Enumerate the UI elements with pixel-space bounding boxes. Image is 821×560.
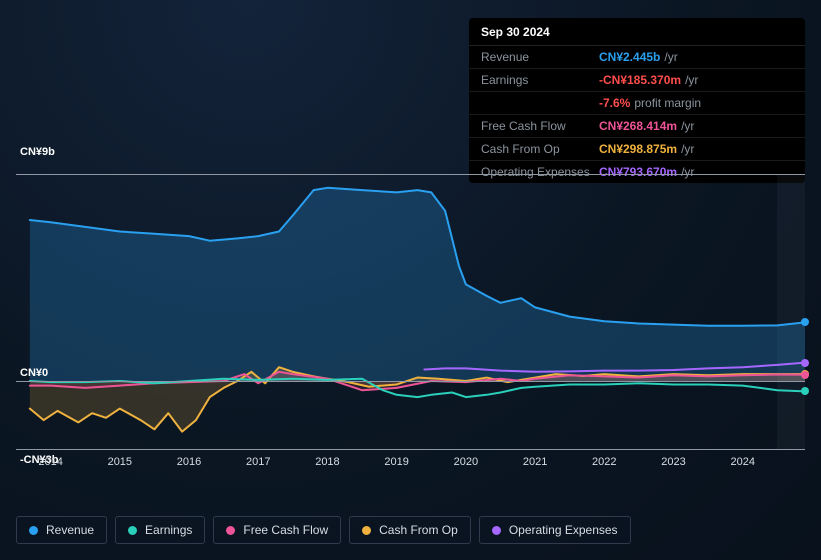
tooltip-value: CN¥268.414m [599,119,677,133]
x-tick-label: 2018 [315,456,339,468]
legend-swatch [226,526,235,535]
tooltip-suffix: /yr [681,142,694,156]
legend-label: Earnings [145,523,192,537]
legend-label: Free Cash Flow [243,523,328,537]
tooltip-label: Cash From Op [481,142,599,156]
series-end-dot [801,387,809,395]
tooltip-label: Revenue [481,50,599,64]
chart: CN¥9b CN¥0 -CN¥3b 2014201520162017201820… [16,160,805,500]
x-tick-label: 2020 [454,456,478,468]
legend-item-fcf[interactable]: Free Cash Flow [213,516,341,544]
series-svg [16,174,805,450]
plot-area[interactable]: CN¥0 [16,174,805,450]
legend-label: Revenue [46,523,94,537]
x-tick-label: 2015 [108,456,132,468]
tooltip-value: -CN¥185.370m [599,73,681,87]
legend-item-cfo[interactable]: Cash From Op [349,516,471,544]
legend-label: Cash From Op [379,523,458,537]
tooltip-row: -7.6% profit margin [469,92,805,115]
tooltip-row: Earnings-CN¥185.370m/yr [469,69,805,92]
legend-label: Operating Expenses [509,523,618,537]
tooltip-row: Free Cash FlowCN¥268.414m/yr [469,115,805,138]
legend-item-earnings[interactable]: Earnings [115,516,205,544]
x-tick-label: 2023 [661,456,685,468]
tooltip-value: CN¥298.875m [599,142,677,156]
legend-swatch [362,526,371,535]
y-axis-max: CN¥9b [20,146,55,158]
legend: Revenue Earnings Free Cash Flow Cash From O… [16,516,631,544]
x-tick-label: 2022 [592,456,616,468]
tooltip-date: Sep 30 2024 [469,18,805,46]
legend-item-revenue[interactable]: Revenue [16,516,107,544]
x-tick-label: 2024 [730,456,754,468]
legend-item-opex[interactable]: Operating Expenses [479,516,631,544]
tooltip-value: -7.6% [599,96,630,110]
tooltip-suffix: /yr [685,73,698,87]
legend-swatch [128,526,137,535]
x-axis-labels: 2014 2015 2016 2017 2018 2019 2020 2021 2022 2023… [16,456,805,472]
y-axis-zero: CN¥0 [20,367,48,379]
tooltip-label: Earnings [481,73,599,87]
x-tick-label: 2016 [177,456,201,468]
series-end-dot [801,318,809,326]
x-tick-label: 2021 [523,456,547,468]
tooltip-value: CN¥2.445b [599,50,660,64]
legend-swatch [29,526,38,535]
series-end-dot [801,371,809,379]
x-tick-label: 2019 [384,456,408,468]
tooltip-suffix: /yr [664,50,677,64]
tooltip-label: Free Cash Flow [481,119,599,133]
series-end-dot [801,359,809,367]
gridline-bottom [16,449,805,450]
x-tick-label: 2017 [246,456,270,468]
x-tick-label: 2014 [38,456,62,468]
data-tooltip: Sep 30 2024 RevenueCN¥2.445b/yrEarnings-… [469,18,805,183]
legend-swatch [492,526,501,535]
tooltip-row: Cash From OpCN¥298.875m/yr [469,138,805,161]
gridline-zero [16,381,805,382]
tooltip-row: RevenueCN¥2.445b/yr [469,46,805,69]
tooltip-suffix: /yr [681,119,694,133]
tooltip-suffix: profit margin [634,96,701,110]
